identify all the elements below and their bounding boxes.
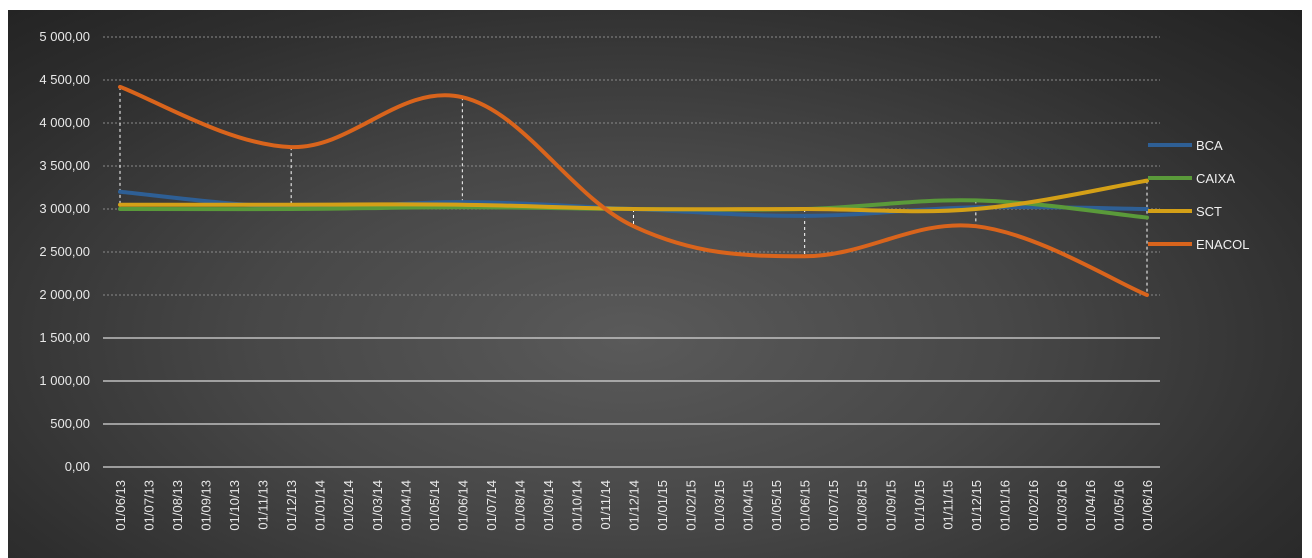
x-tick-label: 01/12/13 <box>284 480 299 531</box>
x-tick-label: 01/11/15 <box>940 480 955 530</box>
x-tick-label: 01/10/15 <box>912 480 927 531</box>
legend-label-caixa: CAIXA <box>1196 171 1235 186</box>
x-tick-label: 01/05/16 <box>1111 480 1126 531</box>
y-tick-label: 1 000,00 <box>39 373 90 388</box>
x-tick-label: 01/02/15 <box>684 480 699 531</box>
x-tick-label: 01/01/16 <box>997 480 1012 531</box>
y-axis-tick-labels: 0,00 500,00 1 000,00 1 500,00 2 000,00 2 500,… <box>39 29 90 474</box>
x-tick-label: 01/01/14 <box>313 480 328 531</box>
x-tick-label: 01/06/15 <box>798 480 813 531</box>
x-tick-label: 01/05/15 <box>769 480 784 531</box>
legend-label-sct: SCT <box>1196 204 1222 219</box>
gridlines <box>103 36 1160 468</box>
x-tick-label: 01/04/15 <box>741 480 756 531</box>
y-tick-label: 4 000,00 <box>39 115 90 130</box>
x-tick-label: 01/09/14 <box>541 480 556 531</box>
chart-area: 0,00 500,00 1 000,00 1 500,00 2 000,00 2 500,… <box>8 10 1302 558</box>
x-tick-label: 01/02/14 <box>341 480 356 531</box>
x-tick-label: 01/11/14 <box>598 480 613 530</box>
series-line-sct <box>118 178 1149 214</box>
x-tick-label: 01/07/15 <box>826 480 841 531</box>
x-tick-label: 01/12/14 <box>627 480 642 531</box>
x-tick-label: 01/05/14 <box>427 480 442 531</box>
x-tick-label: 01/07/14 <box>484 480 499 531</box>
x-tick-label: 01/10/14 <box>569 480 584 531</box>
x-tick-label: 01/06/14 <box>455 480 470 531</box>
x-tick-label: 01/12/15 <box>969 480 984 531</box>
x-tick-label: 01/04/16 <box>1083 480 1098 531</box>
y-tick-label: 2 500,00 <box>39 244 90 259</box>
x-tick-label: 01/02/16 <box>1026 480 1041 531</box>
x-tick-label: 01/09/15 <box>883 480 898 531</box>
x-tick-label: 01/08/13 <box>170 480 185 531</box>
drop-lines <box>119 86 1148 295</box>
legend: BCA CAIXA SCT ENACOL <box>1148 138 1249 252</box>
x-tick-label: 01/07/13 <box>142 480 157 531</box>
y-tick-label: 500,00 <box>50 416 90 431</box>
series-line-enacol <box>118 84 1149 297</box>
x-tick-label: 01/08/14 <box>512 480 527 531</box>
x-tick-label: 01/10/13 <box>227 480 242 531</box>
x-tick-label: 01/06/13 <box>113 480 128 531</box>
x-tick-label: 01/03/16 <box>1054 480 1069 531</box>
x-tick-label: 01/04/14 <box>398 480 413 531</box>
line-chart: 0,00 500,00 1 000,00 1 500,00 2 000,00 2 500,… <box>39 29 1249 531</box>
y-tick-label: 1 500,00 <box>39 330 90 345</box>
x-axis-tick-labels: 01/06/13 01/07/13 01/08/13 01/09/13 01/10/13… <box>113 480 1155 531</box>
x-tick-label: 01/03/15 <box>712 480 727 531</box>
x-tick-label: 01/11/13 <box>256 480 271 530</box>
y-tick-label: 3 000,00 <box>39 201 90 216</box>
y-tick-label: 5 000,00 <box>39 29 90 44</box>
x-tick-label: 01/08/15 <box>855 480 870 531</box>
legend-label-bca: BCA <box>1196 138 1223 153</box>
x-tick-label: 01/01/15 <box>655 480 670 531</box>
y-tick-label: 2 000,00 <box>39 287 90 302</box>
y-tick-label: 3 500,00 <box>39 158 90 173</box>
x-tick-label: 01/09/13 <box>199 480 214 531</box>
x-tick-label: 01/03/14 <box>370 480 385 531</box>
x-tick-label: 01/06/16 <box>1140 480 1155 531</box>
legend-label-enacol: ENACOL <box>1196 237 1249 252</box>
y-tick-label: 0,00 <box>65 459 90 474</box>
series-lines <box>118 84 1149 297</box>
y-tick-label: 4 500,00 <box>39 72 90 87</box>
